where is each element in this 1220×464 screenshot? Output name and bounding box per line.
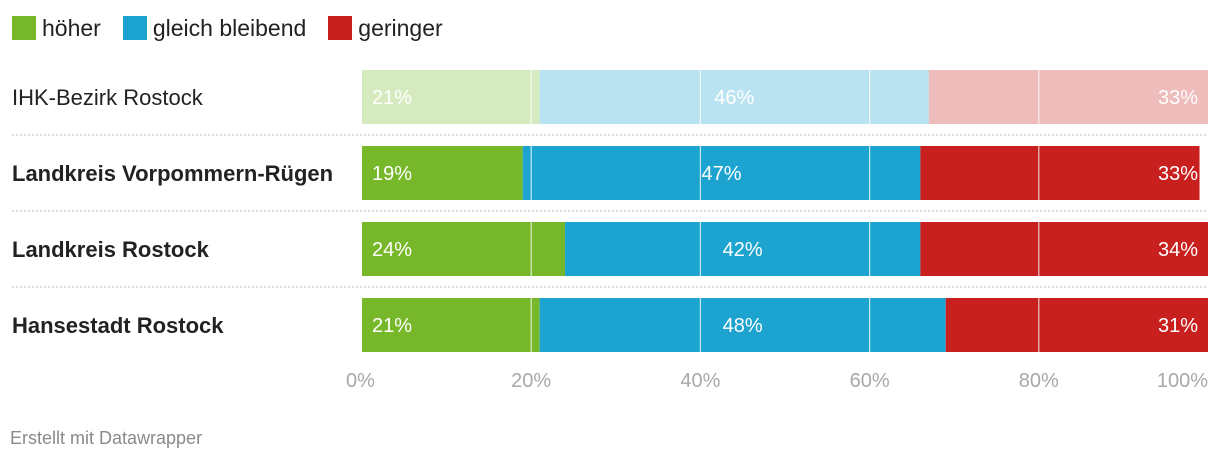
x-tick-label: 80% xyxy=(1019,370,1059,392)
category-label: Landkreis Vorpommern-Rügen xyxy=(12,161,333,186)
bar-segment xyxy=(362,298,540,352)
data-label: 42% xyxy=(723,239,763,261)
category-label: Landkreis Rostock xyxy=(12,237,210,262)
category-label: IHK-Bezirk Rostock xyxy=(12,85,204,110)
data-label: 33% xyxy=(1158,87,1198,109)
data-label: 24% xyxy=(372,239,412,261)
bar-segment xyxy=(920,222,1208,276)
data-label: 19% xyxy=(372,163,412,185)
x-tick-label: 0% xyxy=(346,370,375,392)
x-tick-label: 20% xyxy=(511,370,551,392)
bar-segment xyxy=(920,146,1200,200)
footer-credit: Erstellt mit Datawrapper xyxy=(10,428,203,448)
data-label: 47% xyxy=(702,163,742,185)
bar-segment xyxy=(539,70,929,124)
data-label: 46% xyxy=(714,87,754,109)
legend-item-geringer: geringer xyxy=(328,14,443,42)
data-label: 34% xyxy=(1158,239,1198,261)
data-label: 21% xyxy=(372,315,412,337)
legend-item-hoeher: höher xyxy=(12,15,101,42)
legend-label-geringer: geringer xyxy=(358,14,443,41)
bar-segment xyxy=(362,70,540,124)
bar-segment xyxy=(522,146,921,200)
category-label: Hansestadt Rostock xyxy=(12,313,224,338)
legend-swatch-hoeher xyxy=(12,16,36,40)
legend-label-hoeher: höher xyxy=(42,14,101,41)
bar-segment xyxy=(928,70,1208,124)
legend-label-gleich-bleibend: gleich bleibend xyxy=(152,14,307,41)
data-label: 21% xyxy=(372,87,412,109)
legend-swatch-geringer xyxy=(328,16,353,40)
bar-segment xyxy=(362,146,523,200)
legend: höher gleich bleibend geringer xyxy=(12,13,465,43)
data-label: 33% xyxy=(1158,163,1198,185)
data-label: 48% xyxy=(723,315,763,337)
data-label: 31% xyxy=(1158,315,1198,337)
bar-segment xyxy=(565,222,921,276)
x-tick-label: 100% xyxy=(1157,370,1208,392)
legend-swatch-gleich-bleibend xyxy=(122,16,147,40)
legend-item-gleich-bleibend: gleich bleibend xyxy=(122,14,307,42)
bar-segment xyxy=(945,298,1208,352)
x-tick-label: 60% xyxy=(850,370,890,392)
bar-segment xyxy=(539,298,946,352)
x-tick-label: 40% xyxy=(680,370,720,392)
